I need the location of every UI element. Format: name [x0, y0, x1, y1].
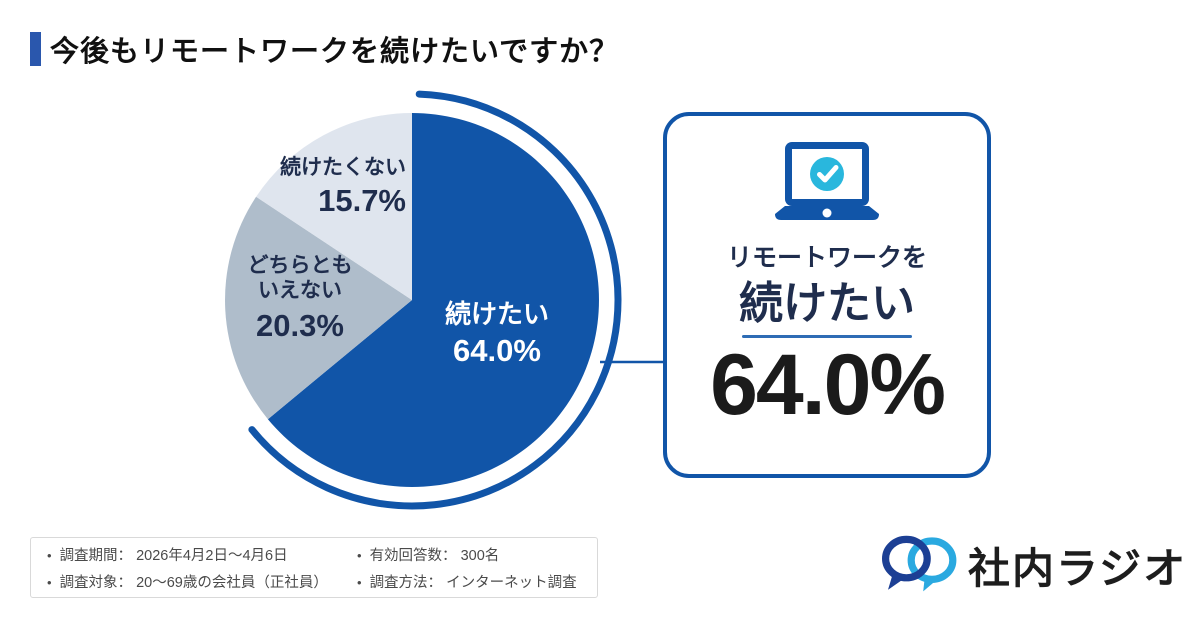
result-callout-card: リモートワークを 続けたい 64.0% [663, 112, 991, 478]
bullet-icon: • [47, 574, 52, 590]
callout-percentage: 64.0% [710, 337, 946, 434]
survey-notes-col2: • 有効回答数： 300名 • 調査方法： インターネット調査 [357, 544, 577, 592]
pie-slice-no [256, 113, 412, 300]
bullet-icon: • [357, 547, 362, 563]
brand-name: 社内ラジオ [968, 544, 1188, 592]
survey-note-period: • 調査期間： 2026年4月2日～4月6日 [47, 544, 357, 565]
bullet-icon: • [357, 574, 362, 590]
survey-note-responses: • 有効回答数： 300名 [357, 544, 577, 565]
header: 今後もリモートワークを続けたいですか？ [30, 28, 619, 70]
laptop-check-icon [775, 142, 879, 220]
pie-label-neutral: どちらとも いえない 20.3% [220, 254, 380, 344]
survey-note-text: 調査方法： インターネット調査 [369, 574, 577, 591]
pie-label-no-name: 続けたくない [280, 156, 406, 179]
pie-slice-neutral [225, 196, 412, 420]
pie-label-no: 続けたくない 15.7% [246, 156, 406, 219]
survey-notes-col1: • 調査期間： 2026年4月2日～4月6日 • 調査対象： 20～69歳の会社… [47, 544, 357, 592]
survey-notes-box: • 調査期間： 2026年4月2日～4月6日 • 調査対象： 20～69歳の会社… [30, 537, 598, 598]
checkmark-icon [817, 165, 839, 183]
survey-note-text: 調査期間： 2026年4月2日～4月6日 [59, 547, 288, 564]
speech-bubbles-icon [882, 535, 957, 592]
pie-label-no-value: 15.7% [318, 182, 406, 218]
survey-note-target: • 調査対象： 20～69歳の会社員（正社員） [47, 571, 357, 592]
bullet-icon: • [47, 547, 52, 563]
highlight-arc [248, 90, 622, 510]
pie-label-keep-value: 64.0% [453, 332, 541, 368]
pie-label-neutral-value: 20.3% [256, 307, 344, 343]
callout-answer: 続けたい [739, 279, 915, 328]
callout-line1: リモートワークを [726, 244, 927, 272]
pie-slice-keep [267, 113, 599, 487]
title-accent-bar [30, 32, 41, 66]
pie-label-keep-name: 続けたい [444, 299, 549, 329]
brand-logo: 社内ラジオ [880, 532, 1187, 598]
survey-note-text: 調査対象： 20～69歳の会社員（正社員） [59, 574, 328, 591]
callout-underline [742, 335, 912, 339]
page-title: 今後もリモートワークを続けたいですか？ [50, 36, 620, 68]
survey-note-method: • 調査方法： インターネット調査 [357, 571, 577, 592]
pie-label-keep: 続けたい 64.0% [407, 299, 587, 369]
pie-label-neutral-name1: どちらとも [247, 254, 353, 277]
pie-label-neutral-name2: いえない [258, 278, 342, 302]
survey-note-text: 有効回答数： 300名 [369, 547, 500, 564]
